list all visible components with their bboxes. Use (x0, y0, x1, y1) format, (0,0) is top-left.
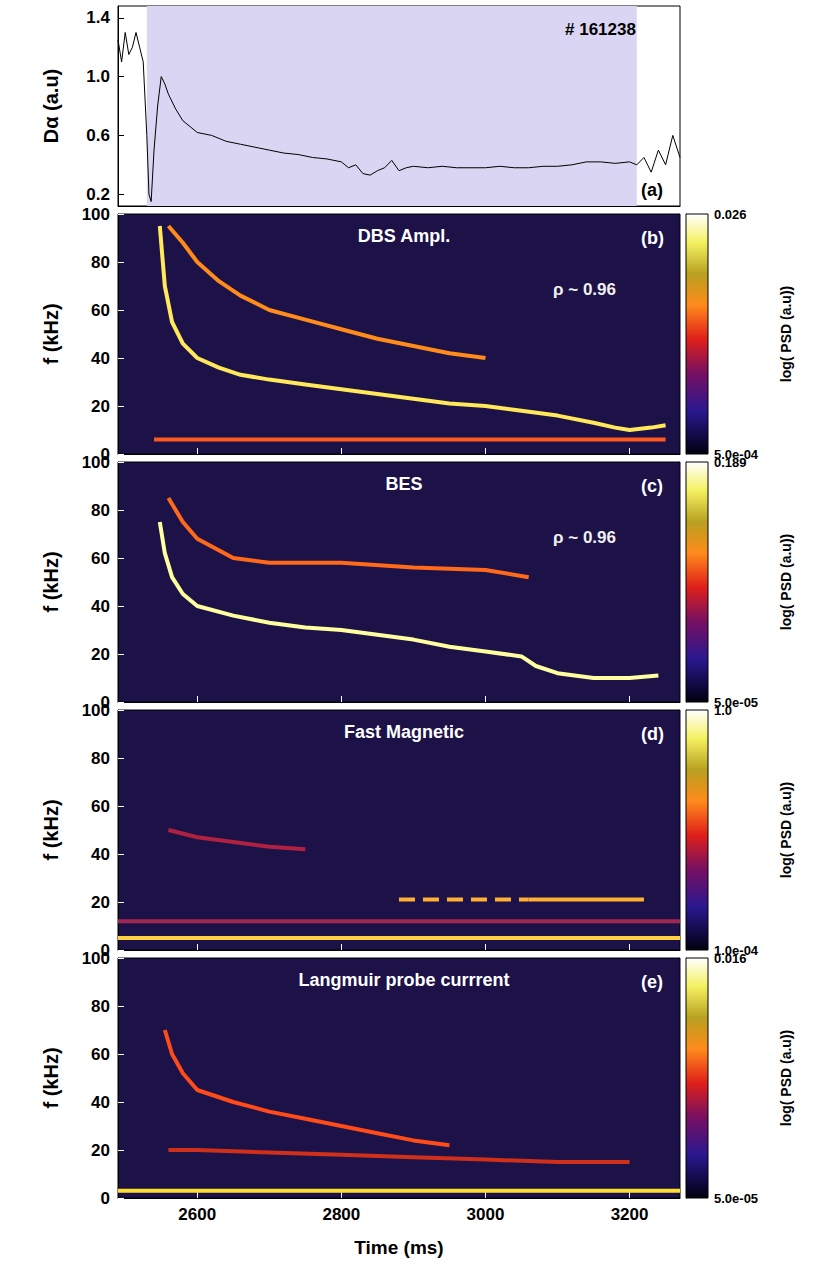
svg-text:80: 80 (91, 501, 110, 520)
svg-text:2600: 2600 (178, 1205, 216, 1224)
svg-text:Dα (a.u): Dα (a.u) (40, 69, 62, 144)
svg-text:f (kHz): f (kHz) (40, 799, 62, 860)
svg-text:f (kHz): f (kHz) (40, 303, 62, 364)
svg-text:60: 60 (91, 1045, 110, 1064)
svg-text:(d): (d) (641, 724, 664, 744)
svg-text:20: 20 (91, 893, 110, 912)
svg-text:5.0e-05: 5.0e-05 (714, 694, 759, 710)
svg-text:1.0: 1.0 (714, 703, 732, 718)
svg-text:log( PSD (a.u)): log( PSD (a.u)) (778, 534, 794, 630)
svg-text:0.6: 0.6 (86, 126, 110, 145)
svg-text:80: 80 (91, 749, 110, 768)
svg-text:60: 60 (91, 549, 110, 568)
svg-text:100: 100 (82, 205, 110, 224)
svg-text:f (kHz): f (kHz) (40, 1047, 62, 1108)
svg-text:2800: 2800 (322, 1205, 360, 1224)
svg-text:20: 20 (91, 397, 110, 416)
svg-text:20: 20 (91, 645, 110, 664)
svg-text:(c): (c) (641, 476, 663, 496)
svg-text:Langmuir probe currrent: Langmuir probe currrent (298, 970, 509, 990)
svg-text:(a): (a) (641, 180, 663, 200)
svg-text:0: 0 (101, 1189, 110, 1208)
svg-text:60: 60 (91, 797, 110, 816)
svg-text:f (kHz): f (kHz) (40, 551, 62, 612)
svg-text:BES: BES (385, 474, 422, 494)
svg-text:3200: 3200 (611, 1205, 649, 1224)
svg-text:# 161238: # 161238 (565, 20, 636, 39)
svg-text:40: 40 (91, 349, 110, 368)
svg-text:Fast Magnetic: Fast Magnetic (344, 722, 464, 742)
svg-text:log( PSD (a.u)): log( PSD (a.u)) (778, 782, 794, 878)
svg-text:40: 40 (91, 1093, 110, 1112)
svg-text:1.4: 1.4 (86, 8, 110, 27)
svg-text:0.189: 0.189 (714, 455, 747, 470)
svg-text:3000: 3000 (467, 1205, 505, 1224)
svg-text:5.0e-05: 5.0e-05 (714, 1191, 758, 1206)
svg-text:100: 100 (82, 949, 110, 968)
svg-text:(b): (b) (641, 228, 664, 248)
svg-text:DBS Ampl.: DBS Ampl. (358, 226, 450, 246)
svg-text:80: 80 (91, 253, 110, 272)
svg-text:80: 80 (91, 997, 110, 1016)
svg-text:40: 40 (91, 597, 110, 616)
svg-text:100: 100 (82, 453, 110, 472)
svg-text:ρ ~ 0.96: ρ ~ 0.96 (553, 528, 616, 547)
svg-text:0.026: 0.026 (714, 207, 747, 222)
svg-text:(e): (e) (641, 972, 663, 992)
svg-text:1.0: 1.0 (86, 67, 110, 86)
svg-text:0.2: 0.2 (86, 185, 110, 204)
svg-text:40: 40 (91, 845, 110, 864)
svg-text:log( PSD (a.u)): log( PSD (a.u)) (778, 1030, 794, 1126)
svg-text:ρ ~ 0.96: ρ ~ 0.96 (553, 280, 616, 299)
svg-text:log( PSD (a.u)): log( PSD (a.u)) (778, 286, 794, 382)
svg-text:20: 20 (91, 1141, 110, 1160)
svg-text:100: 100 (82, 701, 110, 720)
svg-text:60: 60 (91, 301, 110, 320)
svg-text:0.016: 0.016 (714, 951, 747, 966)
svg-text:Time (ms): Time (ms) (354, 1237, 443, 1258)
